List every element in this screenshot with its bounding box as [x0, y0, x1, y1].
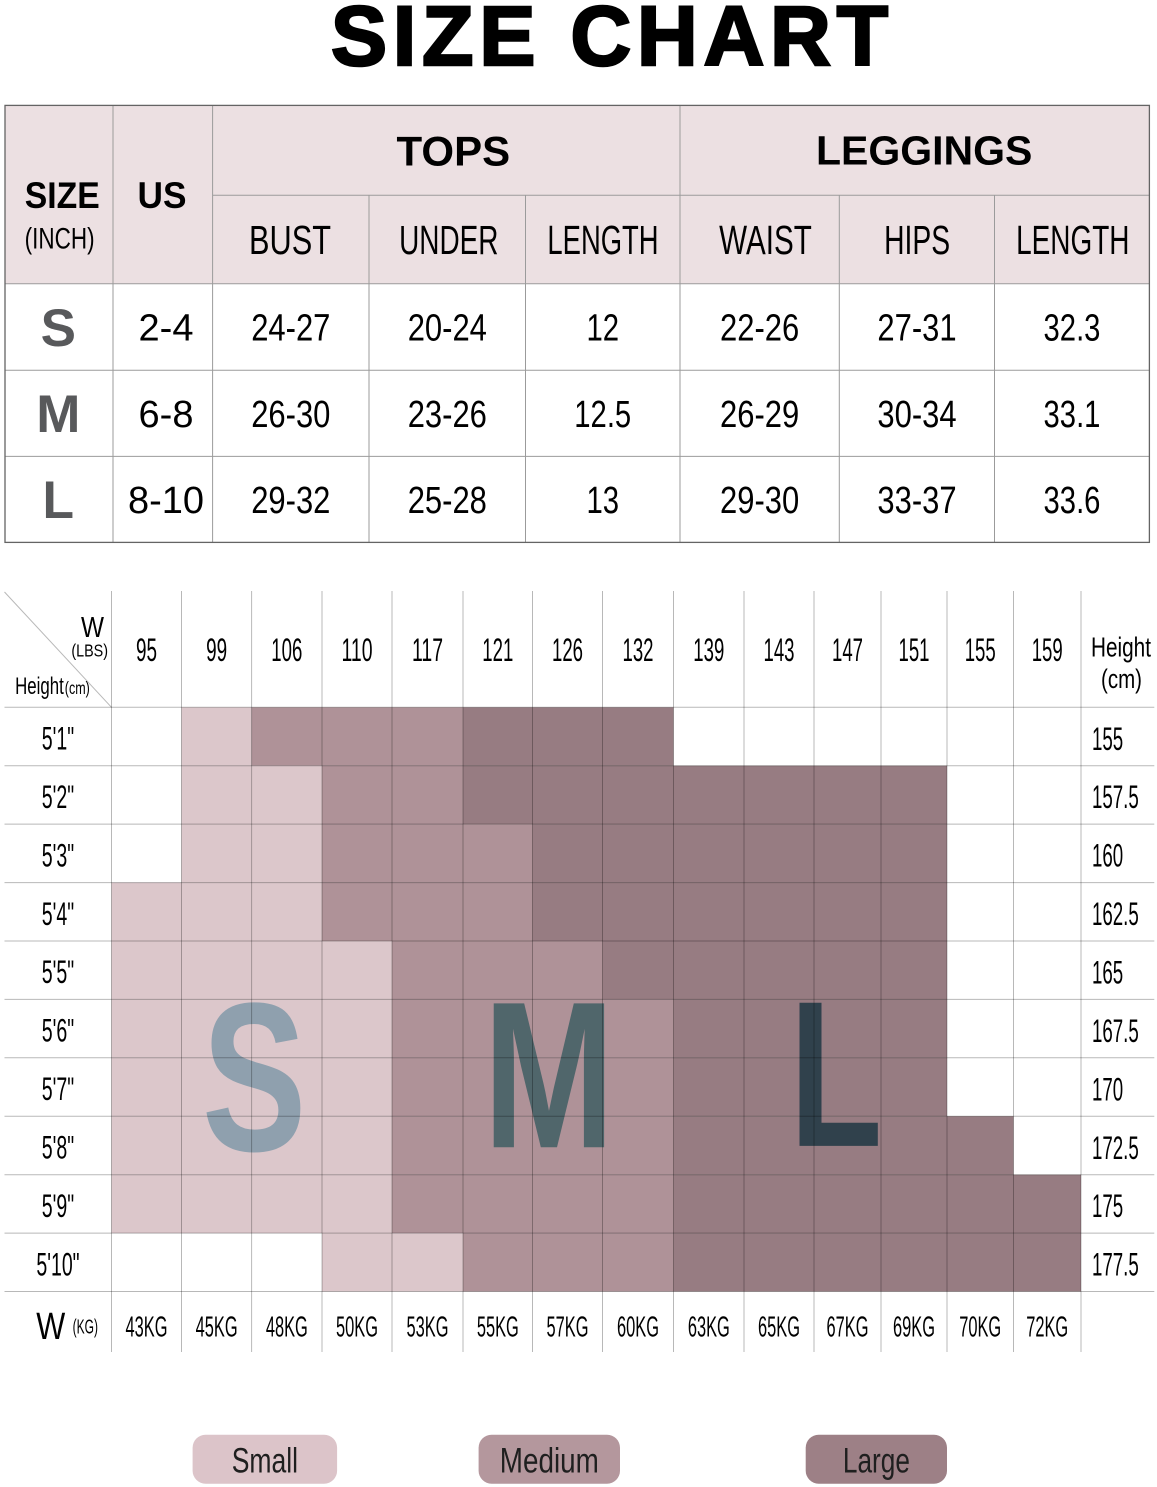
svg-text:Height: Height	[1091, 633, 1151, 664]
svg-text:Height: Height	[15, 673, 64, 700]
svg-text:W: W	[81, 611, 105, 643]
svg-text:UNDER: UNDER	[399, 218, 498, 264]
svg-text:L: L	[43, 472, 74, 531]
svg-text:151: 151	[899, 632, 930, 669]
svg-text:12: 12	[586, 307, 619, 350]
svg-text:Large: Large	[843, 1441, 910, 1481]
svg-text:72KG: 72KG	[1026, 1311, 1068, 1343]
svg-text:57KG: 57KG	[547, 1311, 589, 1343]
svg-text:BUST: BUST	[249, 217, 331, 263]
svg-text:65KG: 65KG	[758, 1311, 800, 1343]
svg-text:139: 139	[693, 632, 724, 669]
svg-text:30-34: 30-34	[877, 394, 956, 436]
svg-text:5'10": 5'10"	[36, 1246, 79, 1282]
svg-text:Medium: Medium	[500, 1441, 599, 1481]
svg-text:SIZE: SIZE	[25, 175, 100, 217]
svg-text:117: 117	[412, 632, 443, 668]
svg-text:US: US	[138, 174, 187, 216]
svg-text:177.5: 177.5	[1092, 1246, 1139, 1283]
svg-text:5'5": 5'5"	[42, 954, 74, 990]
svg-text:12.5: 12.5	[574, 393, 631, 436]
svg-text:175: 175	[1092, 1188, 1123, 1225]
svg-text:29-30: 29-30	[720, 480, 799, 522]
svg-text:27-31: 27-31	[877, 308, 956, 350]
svg-text:67KG: 67KG	[827, 1311, 869, 1343]
svg-text:29-32: 29-32	[251, 480, 330, 522]
svg-text:22-26: 22-26	[720, 308, 799, 350]
svg-text:6-8: 6-8	[139, 394, 194, 436]
svg-text:155: 155	[1092, 720, 1123, 757]
svg-text:53KG: 53KG	[407, 1311, 449, 1343]
svg-text:5'8": 5'8"	[42, 1130, 74, 1166]
svg-text:43KG: 43KG	[126, 1311, 168, 1343]
svg-text:TOPS: TOPS	[397, 128, 511, 175]
svg-text:69KG: 69KG	[893, 1311, 935, 1343]
svg-text:165: 165	[1092, 954, 1123, 991]
svg-text:132: 132	[623, 632, 654, 669]
svg-text:(INCH): (INCH)	[25, 221, 95, 255]
svg-text:172.5: 172.5	[1092, 1129, 1139, 1166]
svg-text:WAIST: WAIST	[719, 217, 812, 263]
svg-text:M: M	[483, 959, 614, 1193]
svg-text:60KG: 60KG	[617, 1311, 659, 1343]
svg-text:S: S	[202, 959, 306, 1196]
svg-text:63KG: 63KG	[688, 1311, 730, 1343]
svg-text:(LBS): (LBS)	[71, 642, 108, 661]
svg-text:26-30: 26-30	[251, 394, 330, 436]
svg-text:162.5: 162.5	[1092, 896, 1139, 933]
svg-text:(cm): (cm)	[65, 679, 90, 699]
svg-text:170: 170	[1092, 1071, 1123, 1108]
svg-text:121: 121	[482, 632, 513, 669]
svg-text:23-26: 23-26	[408, 394, 487, 436]
svg-text:32.3: 32.3	[1044, 307, 1101, 350]
svg-text:W: W	[36, 1306, 65, 1348]
svg-text:24-27: 24-27	[251, 308, 330, 350]
svg-text:L: L	[789, 958, 882, 1191]
svg-text:(KG): (KG)	[73, 1317, 98, 1339]
svg-text:Small: Small	[232, 1441, 298, 1480]
svg-text:143: 143	[764, 632, 795, 669]
svg-text:5'4": 5'4"	[42, 896, 74, 932]
svg-text:26-29: 26-29	[720, 394, 799, 436]
svg-text:167.5: 167.5	[1092, 1013, 1139, 1050]
svg-text:5'7": 5'7"	[42, 1071, 74, 1107]
svg-text:147: 147	[832, 632, 863, 669]
svg-text:HIPS: HIPS	[884, 218, 950, 263]
svg-text:5'3": 5'3"	[42, 837, 74, 873]
svg-text:LEGGINGS: LEGGINGS	[816, 128, 1032, 174]
svg-text:M: M	[36, 385, 80, 444]
svg-text:LENGTH: LENGTH	[547, 218, 658, 264]
svg-text:160: 160	[1092, 837, 1123, 874]
svg-text:5'2": 5'2"	[42, 779, 74, 815]
svg-text:S: S	[41, 299, 76, 358]
svg-text:126: 126	[552, 632, 583, 669]
svg-text:20-24: 20-24	[408, 308, 487, 350]
svg-text:(cm): (cm)	[1101, 664, 1142, 694]
svg-text:159: 159	[1032, 632, 1063, 669]
svg-text:50KG: 50KG	[336, 1311, 378, 1343]
svg-text:33-37: 33-37	[877, 480, 956, 522]
svg-text:5'6": 5'6"	[42, 1013, 74, 1049]
svg-text:2-4: 2-4	[139, 308, 194, 350]
svg-text:48KG: 48KG	[266, 1311, 308, 1343]
svg-text:110: 110	[342, 632, 373, 668]
svg-text:157.5: 157.5	[1092, 779, 1139, 816]
svg-text:5'9": 5'9"	[42, 1188, 74, 1224]
svg-text:5'1": 5'1"	[42, 721, 74, 757]
svg-text:33.1: 33.1	[1044, 393, 1101, 436]
svg-text:8-10: 8-10	[128, 480, 204, 522]
svg-text:25-28: 25-28	[408, 480, 487, 522]
svg-text:95: 95	[136, 632, 157, 669]
svg-text:45KG: 45KG	[196, 1311, 238, 1343]
svg-text:155: 155	[965, 632, 996, 669]
svg-text:LENGTH: LENGTH	[1016, 218, 1129, 264]
svg-text:33.6: 33.6	[1044, 479, 1101, 522]
svg-text:70KG: 70KG	[959, 1311, 1001, 1343]
svg-text:55KG: 55KG	[477, 1311, 519, 1343]
svg-text:99: 99	[206, 632, 227, 669]
svg-text:106: 106	[271, 632, 302, 669]
svg-text:13: 13	[586, 479, 619, 522]
svg-text:SIZE CHART: SIZE CHART	[331, 0, 888, 83]
